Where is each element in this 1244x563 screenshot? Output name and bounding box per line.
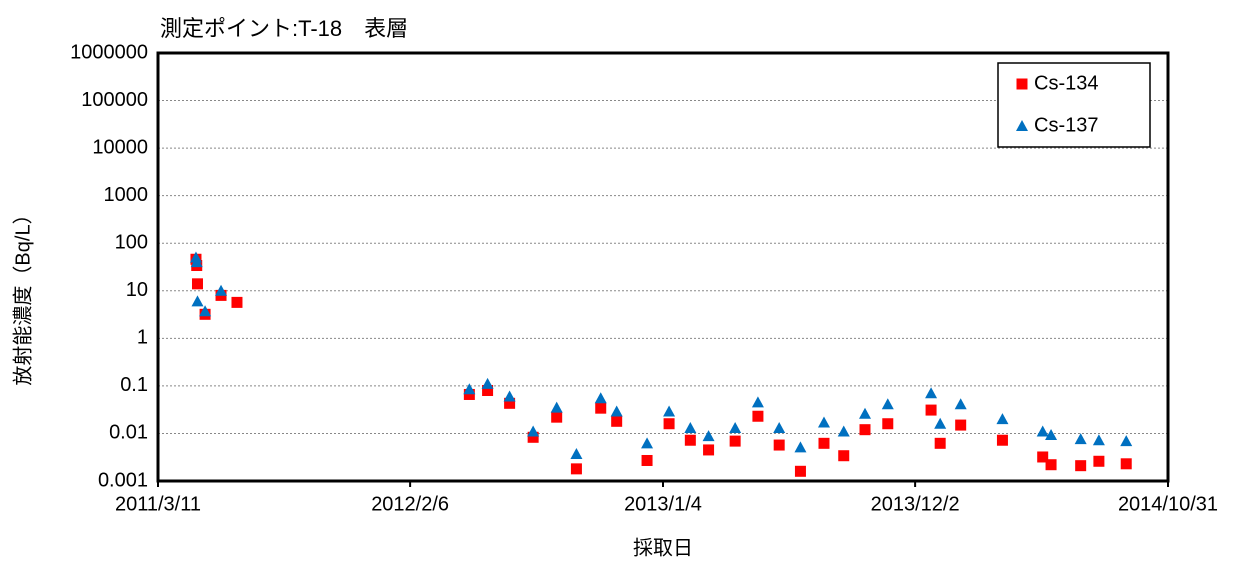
y-tick-label: 10000 [92, 136, 148, 158]
marker [859, 407, 871, 419]
marker [1036, 425, 1049, 437]
marker [729, 435, 741, 447]
marker [859, 424, 871, 436]
marker [955, 419, 967, 431]
marker [703, 444, 715, 456]
y-tick-label: 1000000 [70, 41, 148, 63]
marker [996, 434, 1008, 446]
y-tick-label: 100000 [81, 89, 148, 111]
marker [702, 430, 715, 442]
marker [1074, 433, 1087, 445]
marker [729, 422, 742, 434]
marker [550, 401, 563, 413]
x-tick-label: 2013/1/4 [624, 493, 702, 515]
marker [199, 305, 212, 317]
marker [752, 410, 764, 422]
marker [527, 431, 539, 443]
y-tick-label: 1 [137, 327, 148, 349]
marker [191, 278, 203, 290]
marker [1045, 459, 1057, 471]
y-tick-label: 10 [126, 279, 148, 301]
marker [817, 416, 830, 428]
marker [611, 415, 623, 427]
marker [189, 251, 202, 263]
marker [794, 441, 807, 453]
chart-title: 測定ポイント:T-18 表層 [160, 16, 408, 41]
marker [882, 418, 894, 430]
x-tick-label: 2013/12/2 [871, 493, 960, 515]
marker [751, 396, 764, 408]
marker [684, 434, 696, 446]
plot-area [156, 51, 1170, 483]
marker [837, 425, 850, 437]
marker [925, 387, 938, 399]
legend-box [997, 62, 1151, 148]
marker [570, 463, 582, 475]
marker [641, 454, 653, 466]
marker [954, 398, 967, 410]
legend-label: Cs-137 [1034, 114, 1098, 136]
marker [934, 437, 946, 449]
legend-marker [1016, 120, 1028, 131]
marker [1120, 458, 1132, 470]
x-axis-label: 採取日 [633, 536, 693, 559]
marker [527, 425, 540, 437]
y-tick-label: 1000 [104, 184, 149, 206]
marker [934, 417, 947, 429]
legend-marker [1016, 78, 1028, 90]
x-tick-label: 2014/10/31 [1118, 493, 1218, 515]
marker [881, 398, 894, 410]
marker [1120, 435, 1133, 447]
marker [463, 383, 476, 395]
marker [231, 296, 243, 308]
marker [594, 392, 607, 404]
marker [663, 405, 676, 417]
y-tick-label: 100 [115, 232, 148, 254]
marker [1075, 460, 1087, 472]
marker [996, 413, 1009, 425]
marker [794, 465, 806, 477]
marker [481, 377, 494, 389]
marker [773, 422, 786, 434]
x-tick-label: 2012/2/6 [371, 493, 449, 515]
marker [191, 295, 204, 307]
marker [663, 418, 675, 430]
marker [818, 437, 830, 449]
y-tick-label: 0.001 [98, 469, 148, 491]
marker [503, 390, 516, 402]
marker [463, 388, 475, 400]
marker [925, 404, 937, 416]
x-tick-label: 2011/3/11 [115, 493, 201, 515]
marker [215, 284, 228, 296]
marker [684, 422, 697, 434]
y-tick-label: 0.01 [109, 422, 148, 444]
marker [773, 439, 785, 451]
marker [838, 450, 850, 462]
marker [551, 411, 563, 423]
legend-label: Cs-134 [1034, 72, 1098, 94]
marker [570, 447, 583, 459]
marker [1045, 428, 1058, 440]
marker [190, 256, 203, 268]
marker [610, 405, 623, 417]
y-axis-label: 放射能濃度（Bq/L） [11, 204, 34, 385]
marker [1093, 455, 1105, 467]
marker [1037, 451, 1049, 463]
marker [641, 437, 654, 449]
marker [482, 384, 494, 396]
marker [595, 402, 607, 414]
y-tick-label: 0.1 [120, 374, 148, 396]
marker [1092, 434, 1105, 446]
marker [504, 397, 516, 409]
